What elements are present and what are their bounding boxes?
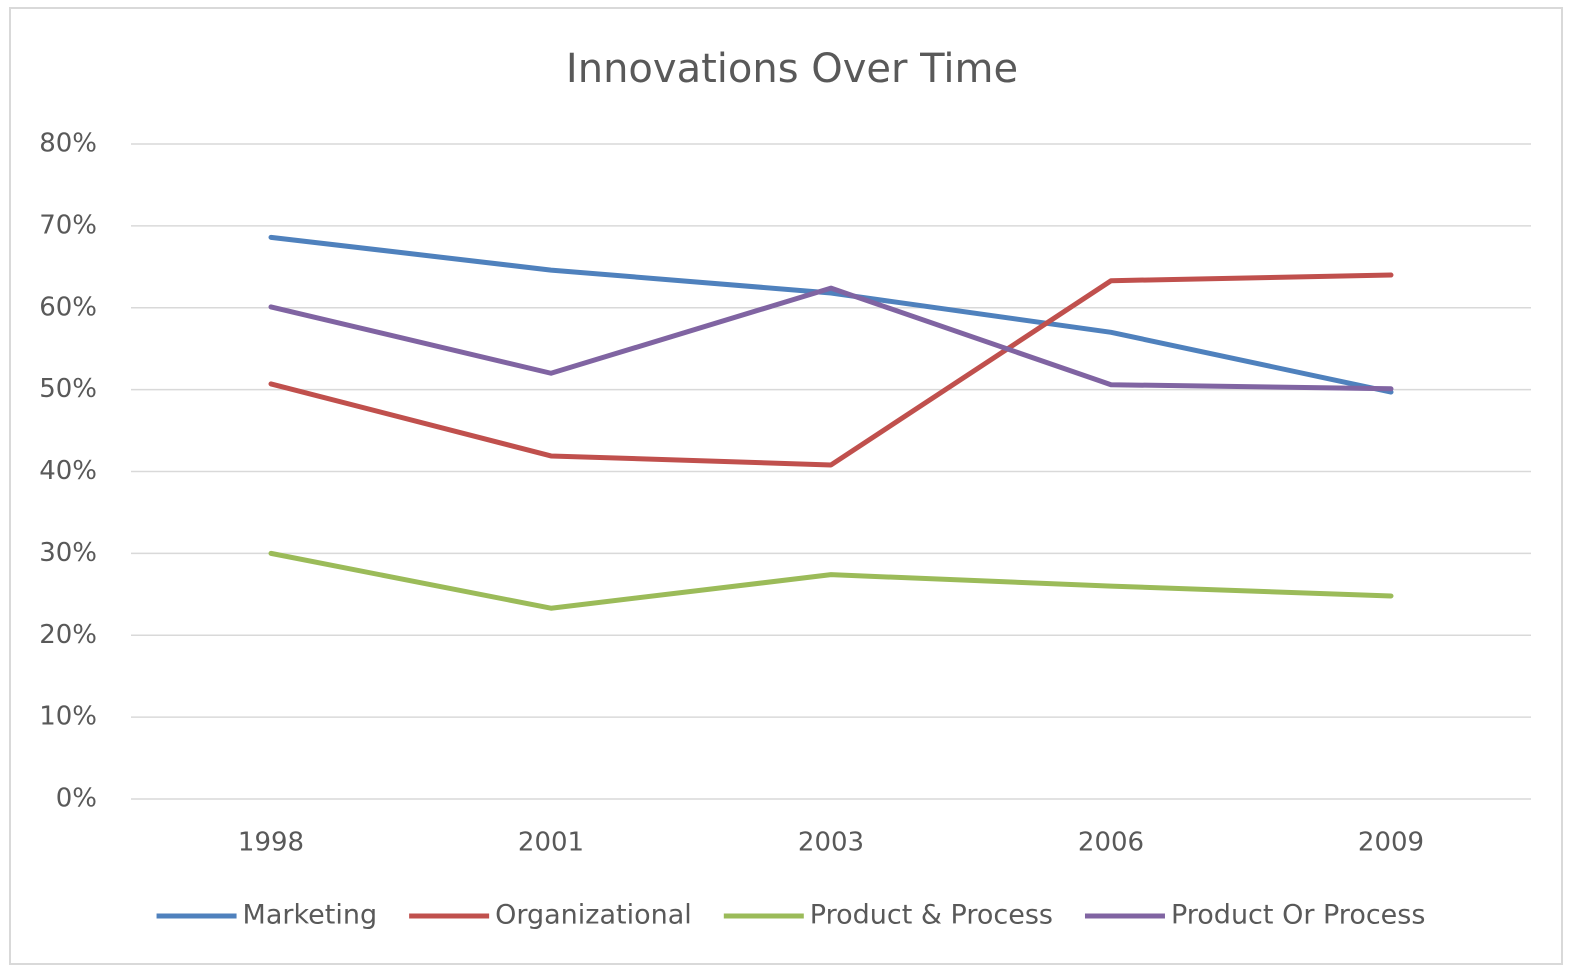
legend-label: Marketing [243, 900, 378, 931]
y-tick-label: 60% [39, 292, 97, 322]
y-tick-label: 50% [39, 374, 97, 404]
y-tick-label: 20% [39, 620, 97, 650]
legend-label: Product & Process [810, 900, 1053, 931]
chart-title: Innovations Over Time [566, 46, 1018, 92]
y-tick-label: 40% [39, 456, 97, 486]
series-line [268, 550, 1394, 611]
legend-label: Organizational [495, 900, 692, 931]
x-tick-label: 2001 [518, 828, 584, 858]
y-tick-label: 0% [56, 784, 97, 814]
chart-border [9, 7, 1563, 965]
x-tick-label: 2009 [1358, 828, 1424, 858]
y-tick-label: 30% [39, 538, 97, 568]
y-tick-label: 80% [39, 129, 97, 159]
y-tick-label: 70% [39, 210, 97, 240]
legend-label: Product Or Process [1171, 900, 1425, 931]
x-tick-label: 2006 [1078, 828, 1144, 858]
y-tick-label: 10% [39, 702, 97, 732]
series-line [268, 272, 1394, 468]
x-tick-label: 2003 [798, 828, 864, 858]
series-line [268, 234, 1394, 395]
x-tick-label: 1998 [238, 828, 304, 858]
series-line [268, 285, 1394, 392]
